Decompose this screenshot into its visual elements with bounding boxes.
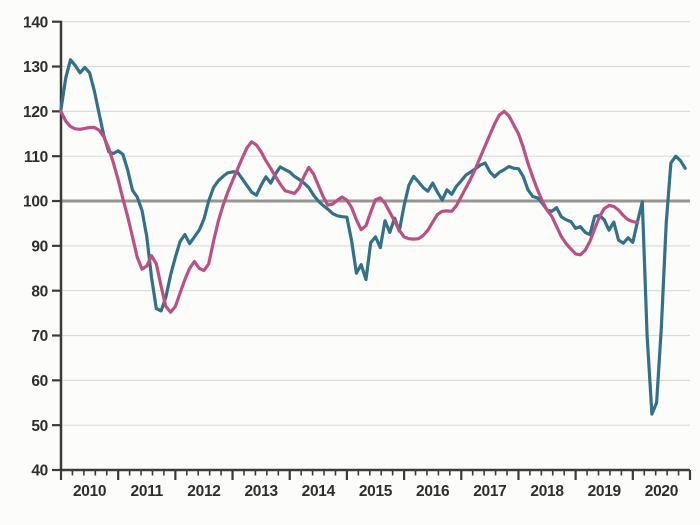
x-tick-label: 2016 xyxy=(416,483,450,500)
x-tick-label: 2017 xyxy=(473,483,506,500)
x-tick-label: 2010 xyxy=(73,483,106,500)
labels-group: 40 50 60 70 80 90 100 110 120 130 140 2010 2011 2012 2… xyxy=(23,14,678,500)
pink-trend-line xyxy=(59,109,640,314)
axes-group xyxy=(52,20,692,480)
series-group xyxy=(59,58,687,416)
y-tick-label: 90 xyxy=(31,238,48,255)
x-tick-label: 2018 xyxy=(530,483,564,500)
y-tick-label: 80 xyxy=(31,283,48,300)
x-tick-label: 2013 xyxy=(244,483,278,500)
x-tick-label: 2020 xyxy=(645,483,678,500)
y-tick-label: 100 xyxy=(23,194,48,211)
y-tick-label: 140 xyxy=(23,14,48,31)
y-tick-label: 70 xyxy=(31,328,48,345)
x-tick-label: 2019 xyxy=(588,483,622,500)
x-tick-label: 2011 xyxy=(131,483,164,500)
x-tick-label: 2015 xyxy=(359,483,393,500)
y-tick-label: 120 xyxy=(23,104,48,121)
x-tick-label: 2012 xyxy=(187,483,220,500)
y-tick-label: 50 xyxy=(31,418,48,435)
y-tick-label: 40 xyxy=(31,463,48,480)
y-tick-label: 110 xyxy=(24,149,48,166)
x-tick-label: 2014 xyxy=(302,483,336,500)
y-tick-label: 60 xyxy=(31,373,48,390)
y-tick-label: 130 xyxy=(23,59,48,76)
